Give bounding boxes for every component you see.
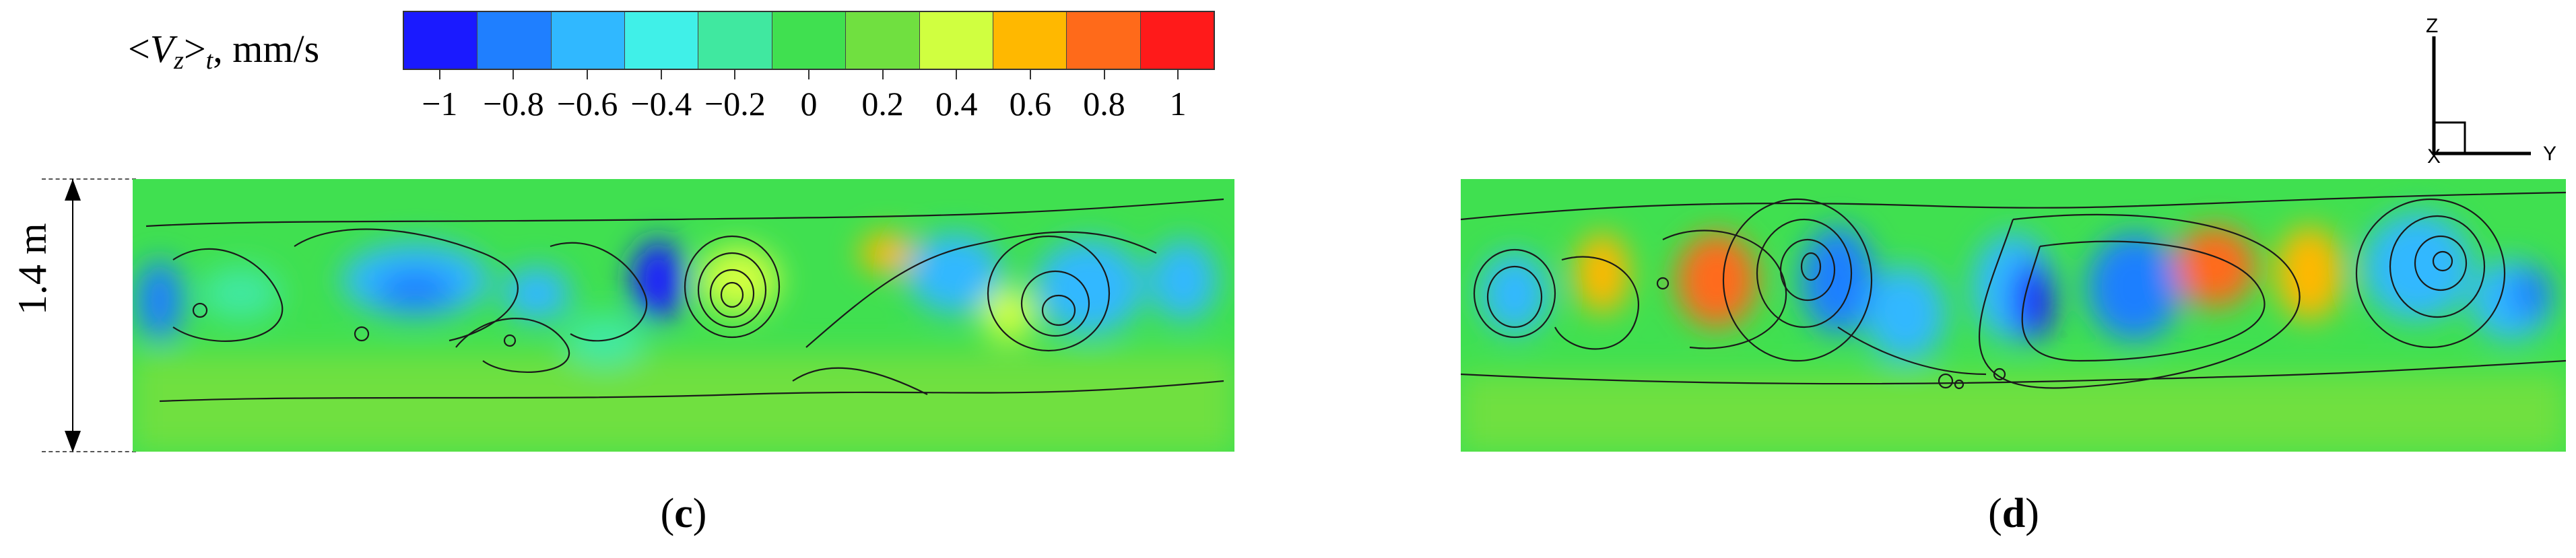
colorbar-tick [808, 70, 810, 79]
colorbar-tick-label: −0.2 [704, 85, 766, 123]
caption-c: (c) [660, 491, 707, 536]
velocity-field-c [133, 233, 1234, 452]
colorbar-tick-label: −0.8 [483, 85, 544, 123]
colorbar-tick [956, 70, 958, 79]
colorbar-segment [846, 12, 920, 69]
colorbar-segment [1140, 12, 1214, 69]
colorbar-tick-label: 1 [1169, 85, 1187, 123]
contour-plot-c [133, 179, 1234, 452]
axis-origin-box [2433, 121, 2466, 155]
height-dimension-label: 1.4 m [10, 223, 55, 315]
arrow-down-icon [65, 431, 81, 452]
caption-d: (d) [1988, 491, 2039, 536]
colorbar [403, 11, 1215, 70]
colorbar-tick [1177, 70, 1179, 79]
colorbar-tick-label: 0.2 [861, 85, 904, 123]
bottom-dashed-line [42, 451, 136, 452]
colorbar-tick [734, 70, 736, 79]
colorbar-tick-label: 0 [800, 85, 818, 123]
colorbar-tick [587, 70, 589, 79]
arrow-up-icon [65, 179, 81, 201]
x-axis-label: X [2427, 145, 2441, 167]
contour-plot-d [1461, 179, 2566, 452]
colorbar-segment [772, 12, 847, 69]
colorbar-segment [477, 12, 552, 69]
colorbar-segment [919, 12, 993, 69]
contour-panel-c [133, 179, 1234, 452]
colorbar-tick [513, 70, 515, 79]
colorbar-tick-label: 0.6 [1009, 85, 1052, 123]
colorbar-segment [993, 12, 1067, 69]
z-axis-label: Z [2426, 15, 2438, 37]
colorbar-tick [882, 70, 884, 79]
axis-triad: Z Y X [2426, 15, 2556, 167]
colorbar-tick-label: −1 [422, 85, 458, 123]
velocity-field-d [1461, 213, 2566, 452]
colorbar-tick-label: 0.4 [935, 85, 978, 123]
streamlines-c [145, 198, 1224, 403]
colorbar-tick-labels: −1 −0.8 −0.6 −0.4 −0.2 0 0.2 0.4 0.6 0.8 1 [403, 84, 1215, 125]
colorbar-segment [1067, 12, 1141, 69]
height-dimension-line [72, 179, 73, 451]
colorbar-tick-label: 0.8 [1083, 85, 1125, 123]
colorbar-tick-label: −0.6 [556, 85, 618, 123]
colorbar-segment [625, 12, 699, 69]
colorbar-segment [698, 12, 772, 69]
colorbar-tick [1029, 70, 1031, 79]
colorbar-ticks [403, 70, 1215, 79]
y-axis-label: Y [2543, 143, 2556, 165]
colorbar-title: <Vz>t, mm/s [128, 27, 320, 75]
colorbar-tick [438, 70, 440, 79]
height-arrowheads [65, 179, 81, 452]
colorbar-segment [404, 12, 478, 69]
top-dashed-line [42, 178, 136, 180]
colorbar-tick [1103, 70, 1105, 79]
colorbar-tick [660, 70, 662, 79]
colorbar-tick-label: −0.4 [630, 85, 692, 123]
streamlines-d [1461, 191, 2566, 390]
colorbar-segment [551, 12, 626, 69]
contour-panel-d [1461, 179, 2566, 452]
